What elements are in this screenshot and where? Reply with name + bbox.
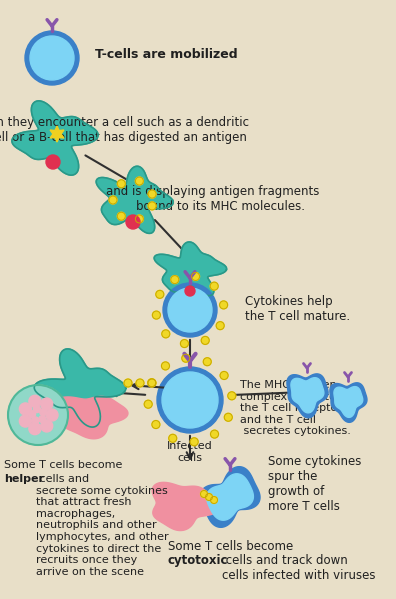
Circle shape [135,215,143,223]
Circle shape [32,417,39,424]
Polygon shape [152,482,220,531]
Text: cells and
secrete some cytokines
that attract fresh
macrophages,
neutrophils and: cells and secrete some cytokines that at… [36,474,169,577]
Circle shape [181,340,188,347]
Polygon shape [50,126,64,142]
Text: The MHC-antigen
complex activates
the T cell receptor
and the T cell
 secretes c: The MHC-antigen complex activates the T … [240,380,351,437]
Polygon shape [330,383,367,422]
Text: Some T cells become: Some T cells become [4,460,122,482]
Circle shape [19,403,31,415]
Circle shape [39,416,46,423]
Circle shape [156,291,164,298]
Circle shape [25,31,79,85]
Polygon shape [96,167,173,234]
Circle shape [152,420,160,428]
Circle shape [182,354,190,362]
Circle shape [157,367,223,433]
Circle shape [148,202,156,210]
Text: when they encounter a cell such as a dendritic
    cell or a B-cell that has dig: when they encounter a cell such as a den… [0,116,249,144]
Circle shape [40,409,47,416]
Polygon shape [291,378,324,413]
Text: Cytokines help
the T cell mature.: Cytokines help the T cell mature. [245,295,350,323]
Text: Some T cells become: Some T cells become [168,540,293,568]
Circle shape [152,311,160,319]
Circle shape [200,491,208,498]
Circle shape [29,423,41,435]
Circle shape [162,330,170,338]
Circle shape [206,494,213,501]
Text: cytotoxic: cytotoxic [168,554,228,567]
Circle shape [33,406,40,413]
Circle shape [117,212,125,220]
Circle shape [216,322,224,329]
Polygon shape [34,349,126,427]
Circle shape [185,286,195,296]
Circle shape [211,430,219,438]
Circle shape [203,358,211,366]
Polygon shape [334,386,363,418]
Circle shape [190,438,198,446]
Circle shape [220,301,228,309]
Circle shape [126,215,140,229]
Text: and is displaying antigen fragments
    bound to its MHC molecules.: and is displaying antigen fragments boun… [106,185,320,213]
Circle shape [19,415,31,427]
Circle shape [211,497,217,504]
Circle shape [192,273,200,280]
Circle shape [148,190,156,198]
Polygon shape [207,474,253,520]
Circle shape [201,337,209,344]
Circle shape [171,276,179,283]
Text: helper: helper [4,474,44,484]
Circle shape [220,371,228,380]
Text: T-cells are mobilized: T-cells are mobilized [95,48,238,61]
Text: cells and track down
cells infected with viruses: cells and track down cells infected with… [222,554,375,582]
Circle shape [162,362,169,370]
Circle shape [224,413,232,421]
Circle shape [148,379,156,387]
Text: Some cytokines
spur the
growth of
more T cells: Some cytokines spur the growth of more T… [268,455,362,513]
Circle shape [162,372,218,428]
Circle shape [169,434,177,442]
Polygon shape [287,374,328,418]
Circle shape [124,379,132,387]
Circle shape [163,283,217,337]
Circle shape [29,395,41,407]
Polygon shape [200,467,260,527]
Polygon shape [154,242,227,296]
Circle shape [148,379,156,387]
Circle shape [135,177,143,185]
Text: Infected
cells: Infected cells [167,441,213,462]
Circle shape [30,36,74,80]
Circle shape [117,180,125,187]
Circle shape [136,379,144,387]
Circle shape [46,409,58,421]
Circle shape [29,411,36,418]
Polygon shape [55,397,128,439]
Circle shape [41,398,53,410]
Circle shape [109,196,117,204]
Circle shape [8,385,68,445]
Circle shape [46,155,60,169]
Polygon shape [12,101,98,175]
Circle shape [144,400,152,408]
Circle shape [168,288,212,332]
Circle shape [210,282,218,290]
Circle shape [41,420,53,432]
Circle shape [228,392,236,400]
